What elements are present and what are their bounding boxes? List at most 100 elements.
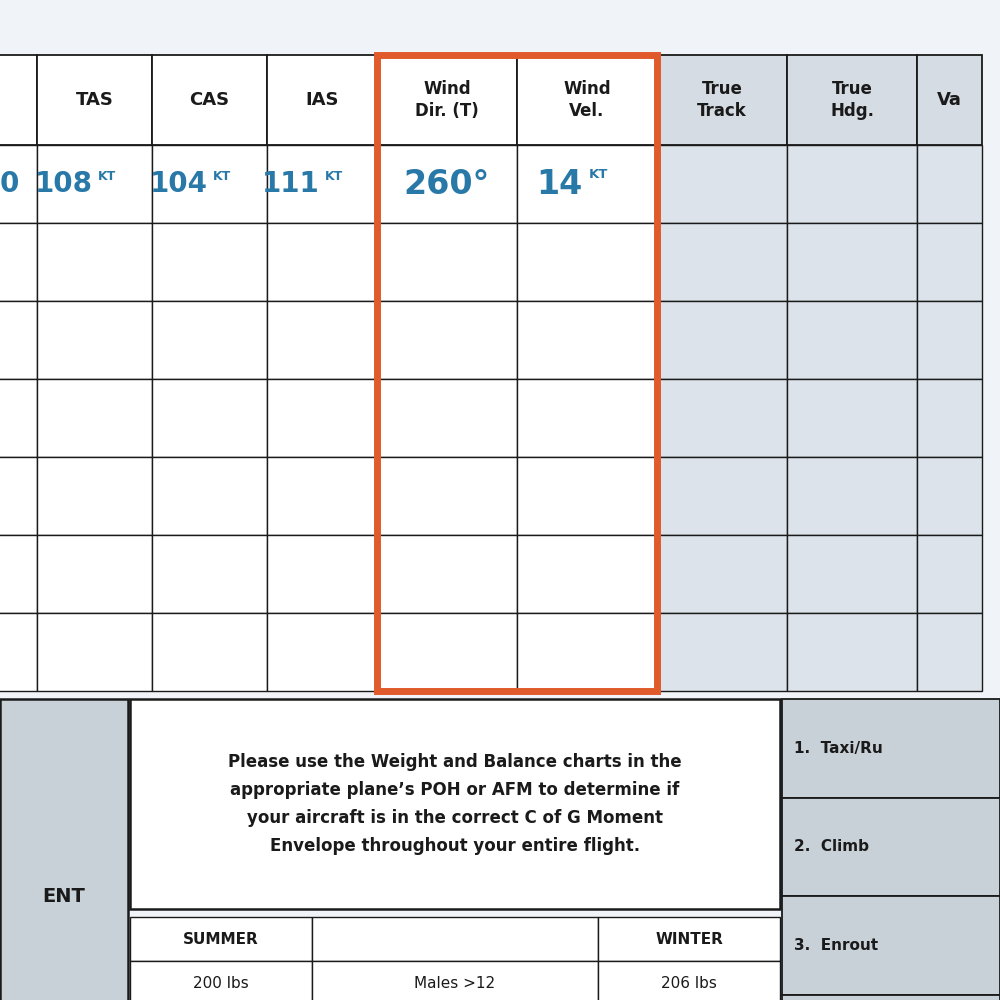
Bar [37, 223, 152, 301]
Bar [0, 379, 37, 457]
Bar [517, 145, 657, 223]
Text: KT: KT [589, 168, 608, 182]
Bar [787, 613, 917, 691]
Bar [598, 917, 780, 961]
Text: Wind
Vel.: Wind Vel. [563, 80, 611, 120]
Bar [37, 145, 152, 223]
Bar [152, 223, 267, 301]
Bar [917, 55, 982, 145]
Bar [782, 896, 1000, 994]
Bar [517, 301, 657, 379]
Bar [787, 301, 917, 379]
Bar [517, 457, 657, 535]
Bar [37, 379, 152, 457]
Bar [782, 994, 1000, 1000]
Bar [0, 699, 128, 1000]
Text: TAS: TAS [76, 91, 113, 109]
Bar [130, 699, 780, 909]
Bar [267, 55, 377, 145]
Bar [657, 379, 787, 457]
Bar [377, 55, 517, 145]
Bar [37, 55, 152, 145]
Text: 14: 14 [536, 167, 582, 200]
Bar [267, 379, 377, 457]
Bar [657, 613, 787, 691]
Text: 111: 111 [262, 170, 320, 198]
Text: 206 lbs: 206 lbs [661, 976, 717, 990]
Text: IAS: IAS [305, 91, 339, 109]
Text: KT: KT [98, 169, 116, 182]
Text: Please use the Weight and Balance charts in the
appropriate plane’s POH or AFM t: Please use the Weight and Balance charts… [228, 753, 682, 855]
Bar [787, 55, 917, 145]
Text: 200 lbs: 200 lbs [193, 976, 249, 990]
Bar [917, 145, 982, 223]
Text: ✈: ✈ [649, 167, 991, 533]
Bar [37, 613, 152, 691]
Bar [0, 145, 37, 223]
Text: ✈: ✈ [114, 728, 286, 912]
Bar [377, 379, 517, 457]
Bar [782, 699, 1000, 798]
Bar [37, 301, 152, 379]
Bar [152, 379, 267, 457]
Bar [37, 535, 152, 613]
Bar [377, 535, 517, 613]
Bar [152, 301, 267, 379]
Bar [377, 55, 657, 691]
Text: 0: 0 [0, 170, 19, 198]
Bar [657, 535, 787, 613]
Bar [0, 613, 37, 691]
Bar [152, 457, 267, 535]
Text: CAS: CAS [189, 91, 230, 109]
Bar [917, 457, 982, 535]
Bar [787, 457, 917, 535]
Text: True
Track: True Track [697, 80, 747, 120]
Bar [657, 145, 787, 223]
Bar [917, 379, 982, 457]
Text: WINTER: WINTER [655, 932, 723, 946]
Bar [0, 55, 37, 145]
Text: True
Hdg.: True Hdg. [830, 80, 874, 120]
Bar [267, 301, 377, 379]
Bar [0, 301, 37, 379]
Bar [517, 535, 657, 613]
Bar [0, 457, 37, 535]
Bar [917, 301, 982, 379]
Text: 104: 104 [150, 170, 208, 198]
Text: 2.  Climb: 2. Climb [794, 839, 869, 854]
Bar [377, 223, 517, 301]
Bar [517, 223, 657, 301]
Bar [517, 613, 657, 691]
Bar [152, 535, 267, 613]
Bar [657, 223, 787, 301]
Bar [782, 798, 1000, 896]
Bar [917, 223, 982, 301]
Text: SUMMER: SUMMER [183, 932, 259, 946]
Bar [267, 535, 377, 613]
Text: KT: KT [212, 169, 231, 182]
Text: ENT: ENT [43, 886, 85, 906]
Bar [657, 301, 787, 379]
Text: 1.  Taxi/Ru: 1. Taxi/Ru [794, 741, 883, 756]
Bar [657, 55, 787, 145]
Text: Males >12: Males >12 [414, 976, 496, 990]
Bar [517, 379, 657, 457]
Bar [787, 379, 917, 457]
Bar [152, 613, 267, 691]
Bar [917, 613, 982, 691]
Bar [377, 145, 517, 223]
Bar [267, 613, 377, 691]
Bar [598, 961, 780, 1000]
Text: 3.  Enrout: 3. Enrout [794, 938, 878, 953]
Bar [267, 457, 377, 535]
Bar [0, 223, 37, 301]
Bar [787, 145, 917, 223]
Bar [917, 535, 982, 613]
Bar [312, 917, 598, 961]
Bar [787, 535, 917, 613]
Bar [267, 145, 377, 223]
Text: Va: Va [937, 91, 962, 109]
Bar [130, 961, 312, 1000]
Bar [787, 223, 917, 301]
Bar [377, 457, 517, 535]
